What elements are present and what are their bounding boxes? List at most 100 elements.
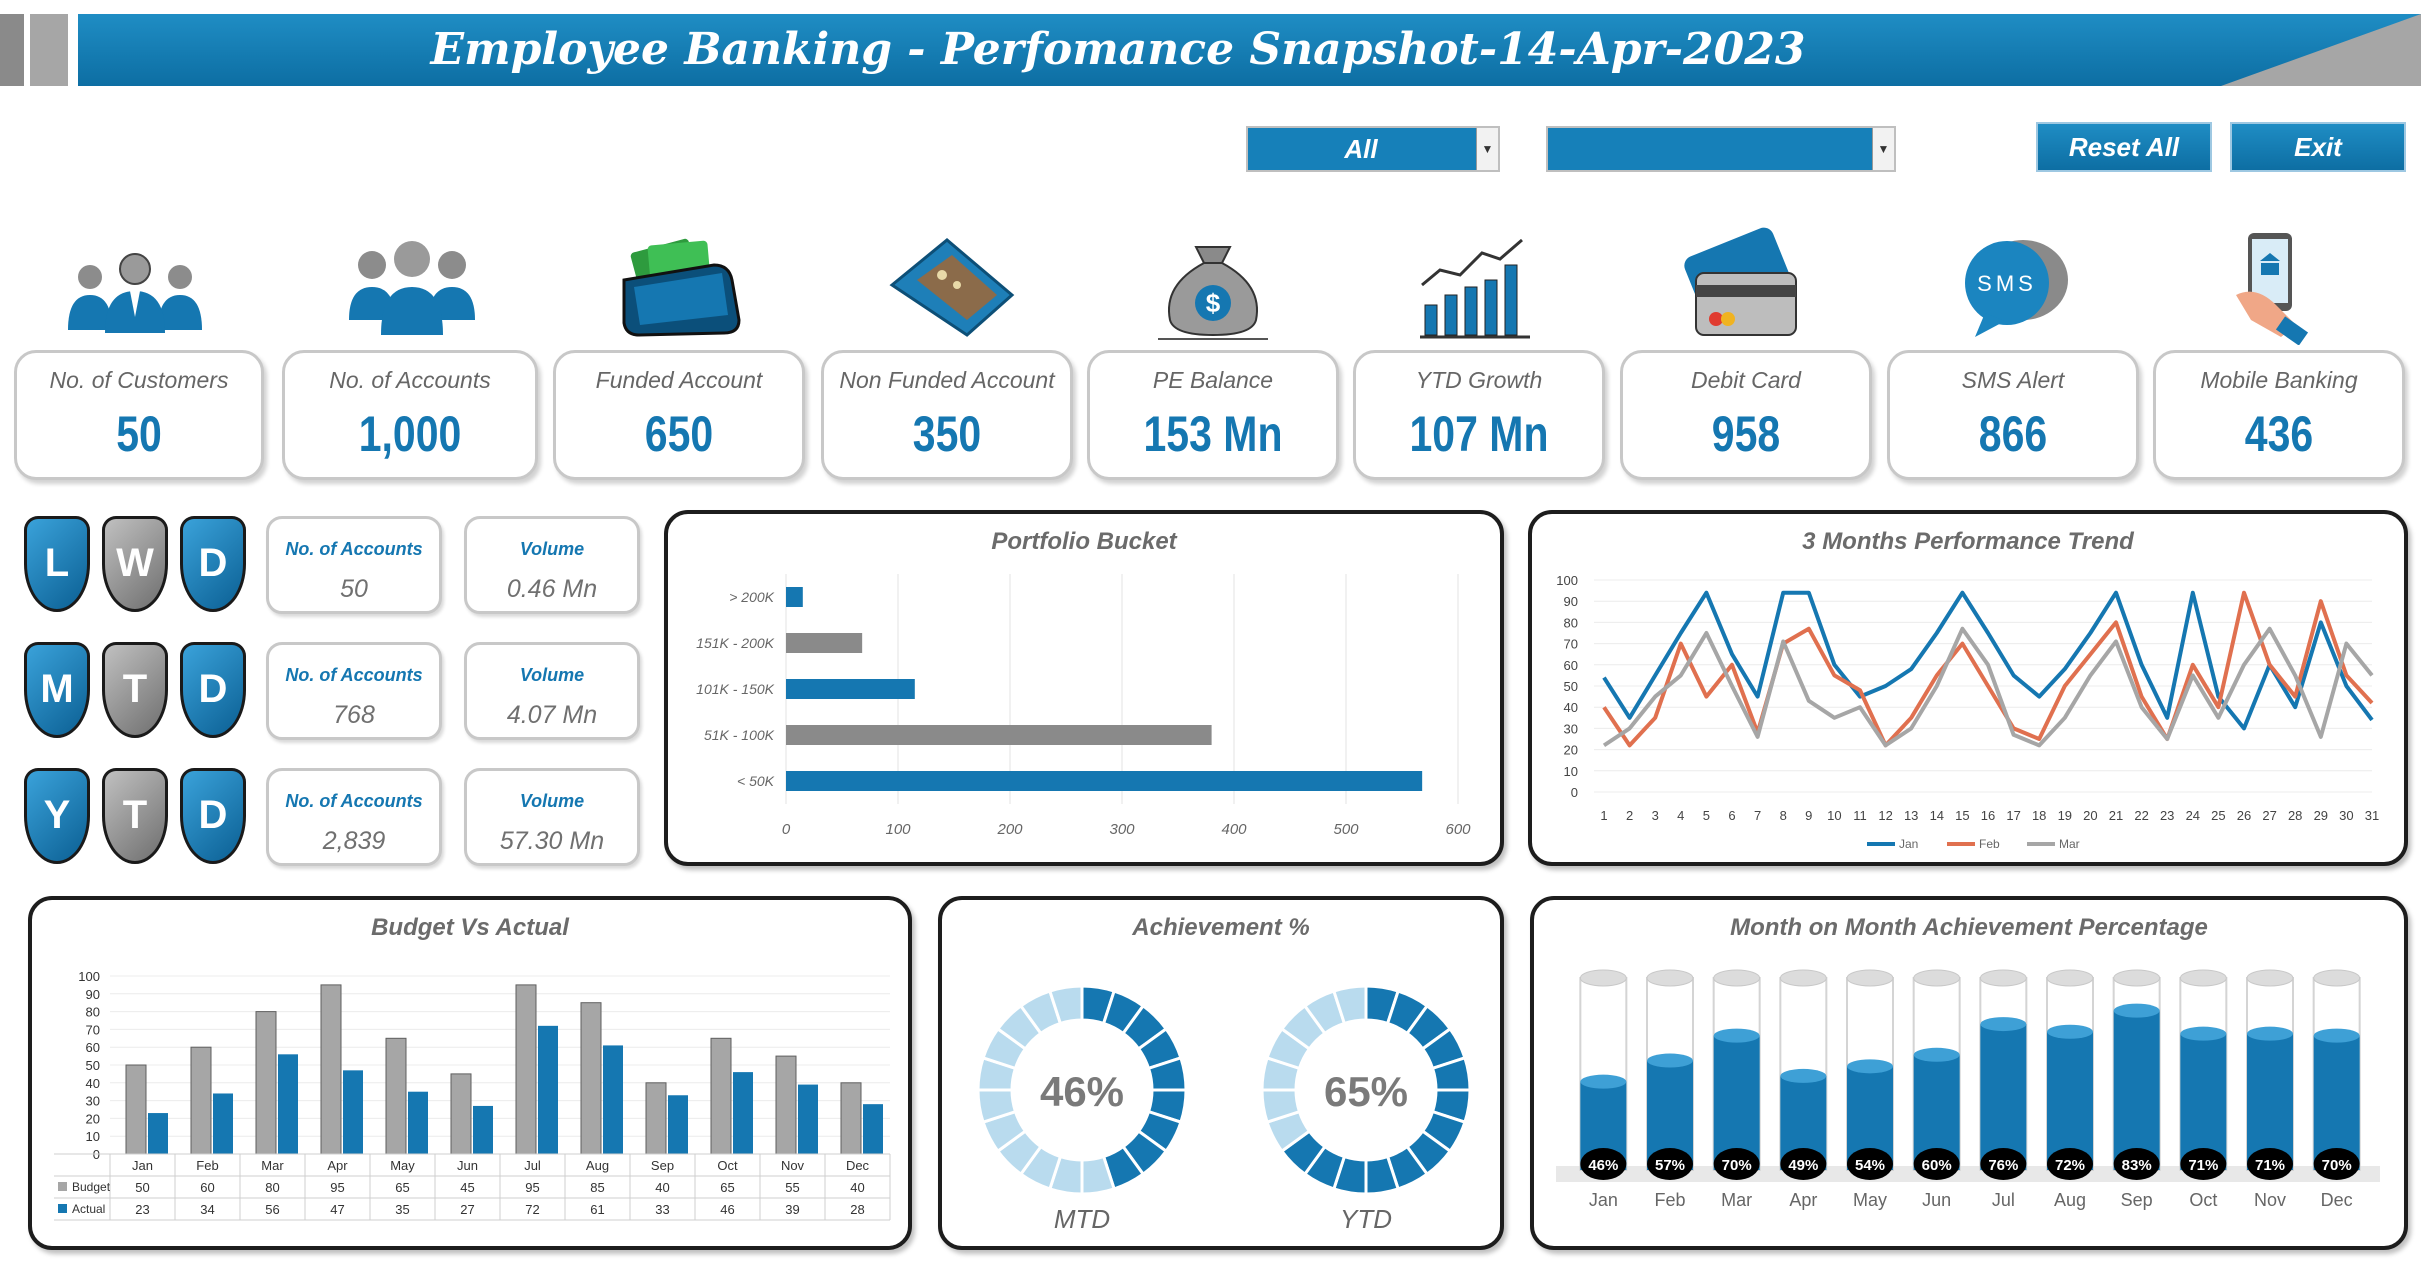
- bar-actual: [473, 1105, 493, 1154]
- filter-dropdown-2[interactable]: ▼: [1546, 126, 1896, 172]
- portfolio-bucket-chart: 0 100 200 300 400 500 600 > 200K 151K - 200K 101K…: [696, 574, 1471, 838]
- x-tick-label: 11: [1853, 808, 1867, 823]
- cylinder-top: [1646, 969, 1694, 987]
- bar-budget: [840, 1082, 862, 1155]
- label-base: [1713, 1148, 1760, 1180]
- x-tick-label: 7: [1754, 808, 1761, 823]
- bar-actual: [733, 1072, 753, 1154]
- data-table-value: 33: [655, 1202, 669, 1217]
- kpi-label: SMS Alert: [1961, 367, 2065, 393]
- x-tick-label: 10: [1827, 808, 1841, 823]
- y-tick-label: 50: [86, 1058, 100, 1073]
- legend-label: Feb: [1979, 837, 2000, 851]
- filter-dropdown-2-value: [1548, 128, 1870, 170]
- data-table-value: 40: [655, 1180, 669, 1195]
- lwd-accounts-value: 50: [340, 575, 368, 603]
- bar-actual: [668, 1095, 688, 1154]
- bar-top: [2247, 1026, 2293, 1041]
- x-tick-label: 9: [1805, 808, 1812, 823]
- bar-actual: [798, 1084, 818, 1154]
- data-label: 57%: [1655, 1157, 1685, 1174]
- legend-swatch: [58, 1182, 67, 1191]
- x-tick-label: Sep: [2121, 1190, 2153, 1210]
- cylinder-top: [2179, 969, 2227, 987]
- y-tick-label: 70: [86, 1022, 100, 1037]
- growth-chart-icon: [1420, 238, 1530, 339]
- bar-budget: [645, 1082, 667, 1155]
- svg-text:SMS: SMS: [1977, 271, 2037, 296]
- y-tick-label: 51K - 100K: [704, 727, 775, 743]
- period-letter-w: W: [102, 516, 168, 612]
- kpi-value: 958: [1711, 406, 1781, 462]
- mobile-banking-icon: [2236, 233, 2309, 345]
- donut-hole: [1014, 1022, 1150, 1158]
- y-tick-label: 151K - 200K: [696, 635, 774, 651]
- bar: [786, 679, 915, 699]
- bar-top: [1713, 1028, 1760, 1043]
- y-tick-label: 80: [86, 1005, 100, 1020]
- x-tick-label: 20: [2083, 808, 2097, 823]
- sms-bubble-icon: SMS: [1965, 240, 2068, 337]
- data-label: 60%: [1922, 1157, 1952, 1174]
- portfolio-bucket-panel: Portfolio Bucket 0 100 200 300 400 500 600 > 20…: [664, 510, 1504, 866]
- bar: [1980, 1024, 2027, 1170]
- lwd-volume-card: Volume 0.46 Mn: [464, 516, 640, 614]
- data-table-value: 85: [590, 1180, 604, 1195]
- x-tick-label: 13: [1904, 808, 1918, 823]
- label-base: [2113, 1148, 2160, 1180]
- mtd-accounts-label: No. of Accounts: [285, 665, 423, 685]
- budget-vs-actual-chart: 0102030405060708090100JanFebMarAprMayJun…: [54, 969, 891, 1221]
- lwd-volume-label: Volume: [519, 539, 585, 559]
- data-table-value: 65: [395, 1180, 409, 1195]
- label-base: [1980, 1148, 2027, 1180]
- x-tick-label: Feb: [1654, 1190, 1685, 1210]
- series-line-feb: [1602, 590, 2374, 748]
- x-tick-label: Oct: [717, 1158, 738, 1173]
- reset-all-button[interactable]: Reset All: [2036, 122, 2212, 172]
- y-tick-label: 0: [1571, 785, 1578, 800]
- bar: [1713, 1035, 1760, 1170]
- customers-icon: [68, 253, 202, 333]
- x-tick-label: 300: [1109, 821, 1135, 838]
- x-tick-label: Jan: [1589, 1190, 1618, 1210]
- donut-label: YTD: [1340, 1204, 1392, 1234]
- ytd-accounts-value: 2,839: [322, 827, 386, 855]
- chart-title: Month on Month Achievement Percentage: [1730, 914, 2208, 941]
- kpi-label: Non Funded Account: [839, 367, 1055, 393]
- cylinder-top: [1979, 969, 2027, 987]
- data-label: 71%: [2255, 1157, 2285, 1174]
- chevron-down-icon[interactable]: ▼: [1872, 128, 1894, 170]
- period-letter-d: D: [180, 642, 246, 738]
- kpi-label: PE Balance: [1152, 367, 1274, 393]
- data-label: 72%: [2055, 1157, 2085, 1174]
- y-tick-label: < 50K: [737, 773, 775, 789]
- kpi-label: Debit Card: [1691, 367, 1801, 393]
- x-tick-label: 24: [2186, 808, 2200, 823]
- exit-button[interactable]: Exit: [2230, 122, 2406, 172]
- x-tick-label: Apr: [327, 1158, 348, 1173]
- period-letter-y: Y: [24, 768, 90, 864]
- bar-actual: [343, 1070, 363, 1154]
- donut-value-label: 65%: [1324, 1068, 1408, 1115]
- y-tick-label: 100: [78, 969, 100, 984]
- x-tick-label: 16: [1981, 808, 1995, 823]
- kpi-card-accounts: No. of Accounts 1,000: [282, 350, 538, 480]
- kpi-label: No. of Customers: [49, 367, 229, 393]
- kpi-card-non-funded-account: Non Funded Account 350: [821, 350, 1073, 480]
- period-letter-d: D: [180, 516, 246, 612]
- y-tick-label: > 200K: [729, 589, 774, 605]
- bar: [2313, 1035, 2360, 1170]
- cylinder-top: [1913, 969, 1961, 987]
- debit-card-icon: [1684, 227, 1797, 336]
- donut-value-label: 46%: [1040, 1068, 1124, 1115]
- bar-top: [2047, 1024, 2093, 1039]
- y-tick-label: 101K - 150K: [696, 681, 774, 697]
- filter-dropdown-1[interactable]: All ▼: [1246, 126, 1500, 172]
- legend-label: Actual: [72, 1202, 105, 1216]
- label-base: [1913, 1148, 1960, 1180]
- chevron-down-icon[interactable]: ▼: [1476, 128, 1498, 170]
- x-tick-label: 30: [2339, 808, 2353, 823]
- kpi-card-sms-alert: SMS Alert 866: [1887, 350, 2139, 480]
- kpi-value: 350: [912, 406, 982, 462]
- label-base: [2313, 1148, 2360, 1180]
